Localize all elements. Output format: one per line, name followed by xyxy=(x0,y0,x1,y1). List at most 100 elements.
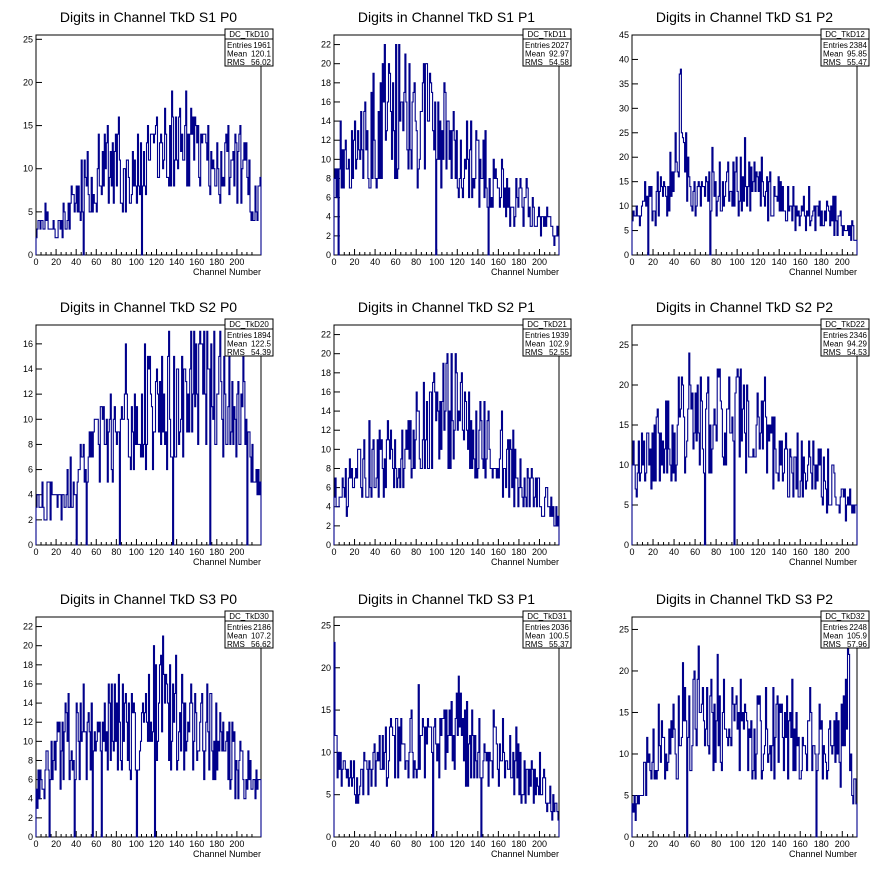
chart-panel: Digits in Channel TkD S3 P10 20 40 60 80 100 1… xyxy=(321,591,572,859)
x-tick-label: 40 xyxy=(71,257,81,267)
x-tick-label: 0 xyxy=(33,257,38,267)
x-tick-label: 80 xyxy=(111,839,121,849)
stats-rms-label: RMS xyxy=(823,58,841,67)
stats-mean-value: 107.2 xyxy=(251,632,272,641)
x-tick-label: 60 xyxy=(690,839,700,849)
y-tick-label: 20 xyxy=(23,77,33,87)
stats-rms-value: 54.58 xyxy=(549,58,570,67)
y-tick-label: 10 xyxy=(619,749,629,759)
y-tick-label: 8 xyxy=(28,755,33,765)
x-axis-label: Channel Number xyxy=(491,849,559,859)
x-tick-label: 200 xyxy=(532,257,547,267)
x-tick-label: 40 xyxy=(669,547,679,557)
histogram-series xyxy=(35,330,262,546)
stats-name: DC_TkD21 xyxy=(527,320,567,329)
chart-title: Digits in Channel TkD S2 P2 xyxy=(656,299,833,315)
plot-frame xyxy=(631,324,858,546)
stats-mean-value: 94.29 xyxy=(847,340,868,349)
x-tick-label: 40 xyxy=(669,257,679,267)
chart-title: Digits in Channel TkD S1 P2 xyxy=(656,9,833,25)
x-tick-label: 160 xyxy=(189,839,204,849)
stats-mean-value: 92.97 xyxy=(549,50,570,59)
x-tick-label: 20 xyxy=(51,547,61,557)
y-tick-label: 15 xyxy=(619,177,629,187)
x-tick-label: 60 xyxy=(91,547,101,557)
stats-box xyxy=(224,28,274,67)
stats-mean-label: Mean xyxy=(227,632,247,641)
histogram-series xyxy=(333,353,560,545)
x-tick-label: 140 xyxy=(470,839,485,849)
x-tick-label: 200 xyxy=(229,839,244,849)
stats-box xyxy=(224,610,274,649)
x-tick-label: 140 xyxy=(772,547,787,557)
x-tick-label: 140 xyxy=(470,257,485,267)
stats-entries-value: 2384 xyxy=(849,41,867,50)
chart-panel: Digits in Channel TkD S1 P20 20 40 60 80 100 1… xyxy=(619,9,870,277)
x-tick-label: 180 xyxy=(814,839,829,849)
x-tick-label: 120 xyxy=(149,839,164,849)
y-tick-label: 16 xyxy=(321,387,331,397)
x-tick-label: 100 xyxy=(129,547,144,557)
plot-frame xyxy=(333,34,560,256)
stats-rms-label: RMS xyxy=(823,348,841,357)
stats-entries-value: 2036 xyxy=(551,623,569,632)
x-tick-label: 60 xyxy=(690,257,700,267)
stats-box xyxy=(820,28,870,67)
x-tick-label: 120 xyxy=(751,257,766,267)
y-tick-label: 22 xyxy=(23,622,33,632)
stats-entries-label: Entries xyxy=(823,623,848,632)
stats-entries-value: 2346 xyxy=(849,331,867,340)
histogram-series xyxy=(631,352,858,546)
x-tick-label: 160 xyxy=(793,547,808,557)
x-tick-label: 80 xyxy=(111,257,121,267)
y-tick-label: 25 xyxy=(23,34,33,44)
y-tick-label: 14 xyxy=(321,406,331,416)
y-tick-label: 25 xyxy=(619,624,629,634)
histogram-series xyxy=(631,68,858,256)
y-tick-label: 10 xyxy=(619,201,629,211)
x-tick-label: 0 xyxy=(629,257,634,267)
x-tick-label: 20 xyxy=(51,839,61,849)
y-tick-label: 22 xyxy=(321,40,331,50)
x-tick-label: 180 xyxy=(209,257,224,267)
stats-mean-label: Mean xyxy=(227,340,247,349)
stats-rms-value: 57.96 xyxy=(847,640,868,649)
x-tick-label: 200 xyxy=(532,839,547,849)
stats-name: DC_TkD30 xyxy=(229,612,269,621)
x-tick-label: 40 xyxy=(370,547,380,557)
x-tick-label: 180 xyxy=(511,547,526,557)
stats-mean-label: Mean xyxy=(227,50,247,59)
y-tick-label: 0 xyxy=(624,250,629,260)
chart-title: Digits in Channel TkD S2 P1 xyxy=(358,299,535,315)
x-tick-label: 100 xyxy=(429,257,444,267)
stats-mean-value: 100.5 xyxy=(549,632,570,641)
x-tick-label: 0 xyxy=(331,257,336,267)
stats-rms-label: RMS xyxy=(525,348,543,357)
y-tick-label: 25 xyxy=(619,340,629,350)
x-tick-label: 60 xyxy=(391,839,401,849)
stats-rms-label: RMS xyxy=(227,348,245,357)
x-axis-label: Channel Number xyxy=(193,267,261,277)
x-tick-label: 0 xyxy=(629,547,634,557)
y-tick-label: 18 xyxy=(321,78,331,88)
stats-entries-label: Entries xyxy=(525,331,550,340)
x-tick-label: 80 xyxy=(111,547,121,557)
stats-mean-value: 95.85 xyxy=(847,50,868,59)
x-tick-label: 0 xyxy=(331,839,336,849)
x-tick-label: 200 xyxy=(835,547,850,557)
chart-title: Digits in Channel TkD S1 P0 xyxy=(60,9,237,25)
x-tick-label: 160 xyxy=(491,547,506,557)
stats-entries-label: Entries xyxy=(227,331,252,340)
x-tick-label: 180 xyxy=(209,839,224,849)
y-tick-label: 25 xyxy=(321,620,331,630)
y-tick-label: 2 xyxy=(326,231,331,241)
stats-name: DC_TkD32 xyxy=(825,612,865,621)
stats-entries-label: Entries xyxy=(227,41,252,50)
stats-box xyxy=(820,318,870,357)
x-tick-label: 40 xyxy=(370,257,380,267)
y-tick-label: 12 xyxy=(321,425,331,435)
y-tick-label: 5 xyxy=(28,207,33,217)
x-tick-label: 200 xyxy=(835,839,850,849)
y-tick-label: 22 xyxy=(321,330,331,340)
